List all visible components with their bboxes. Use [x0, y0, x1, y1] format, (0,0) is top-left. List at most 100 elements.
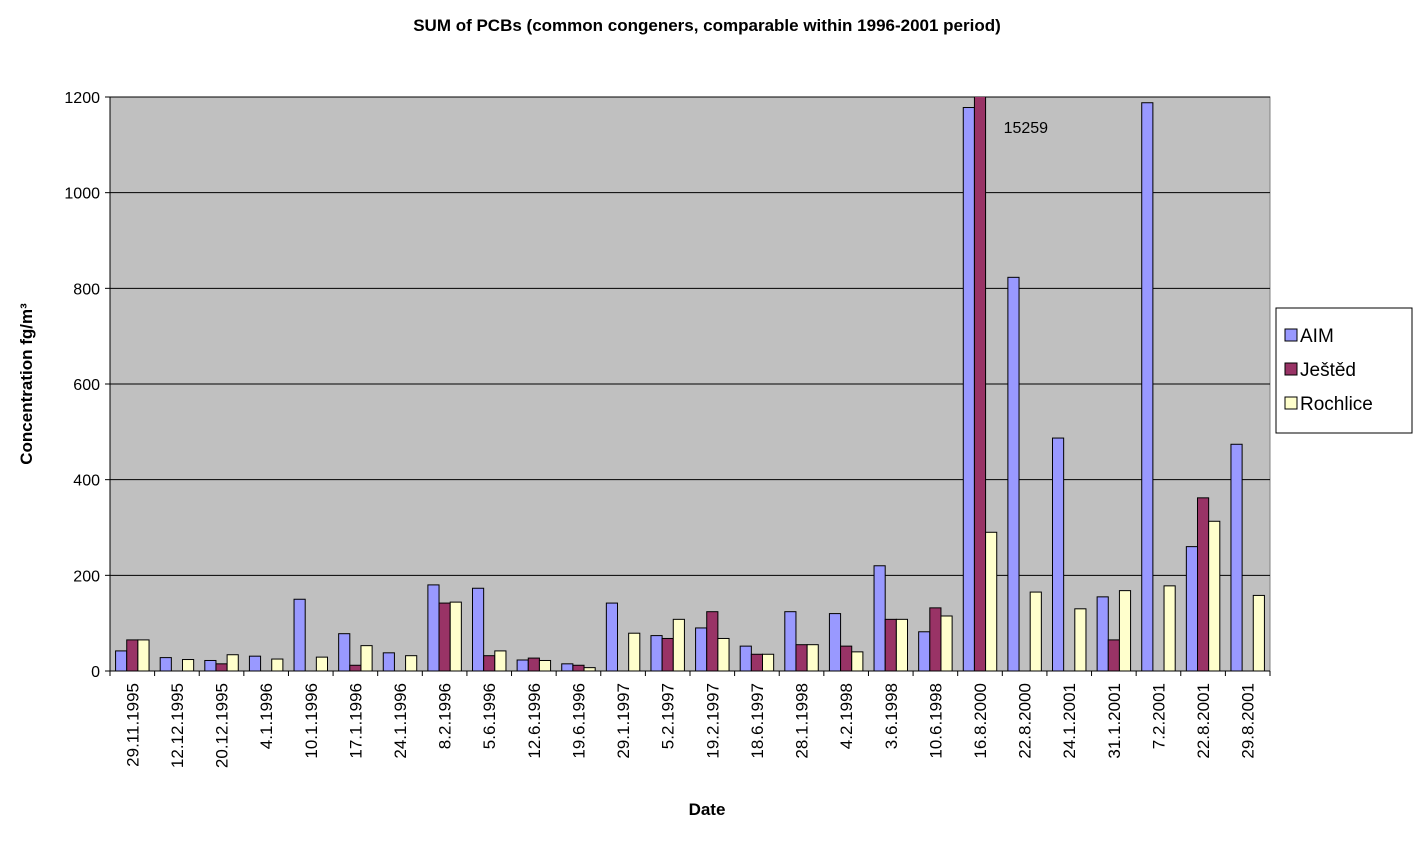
x-tick-label: 22.8.2000	[1016, 683, 1035, 759]
bar	[527, 657, 540, 671]
bar	[1185, 546, 1199, 671]
bar	[628, 632, 641, 671]
x-tick-label: 17.1.1996	[346, 683, 365, 759]
bar	[828, 613, 842, 671]
bar	[1096, 596, 1109, 671]
bar	[650, 635, 663, 671]
x-tick-label: 29.1.1997	[614, 683, 633, 759]
bar	[315, 656, 329, 671]
bar	[483, 655, 496, 671]
bar	[795, 644, 808, 671]
bar	[962, 107, 975, 671]
data-label: 15259	[1004, 120, 1049, 137]
bar	[349, 664, 362, 671]
y-tick-label: 200	[73, 568, 100, 585]
bar	[1141, 102, 1154, 671]
bar	[572, 664, 585, 671]
bar	[739, 645, 752, 671]
bar	[1118, 590, 1132, 671]
bar	[1007, 276, 1020, 671]
legend-swatch	[1284, 396, 1298, 410]
y-tick-label: 800	[73, 281, 100, 298]
legend-label: AIM	[1300, 326, 1334, 347]
bars	[115, 97, 1265, 671]
bar	[516, 659, 529, 671]
x-tick-label: 29.8.2001	[1239, 683, 1258, 759]
x-tick-label: 3.6.1998	[882, 683, 901, 749]
bar	[115, 650, 128, 671]
bar	[605, 602, 618, 671]
y-tick-label: 0	[91, 664, 100, 681]
bar	[1107, 639, 1120, 671]
bar	[873, 565, 886, 671]
bar	[1252, 594, 1265, 671]
x-tick-label: 29.11.1995	[123, 683, 142, 767]
bar	[215, 663, 228, 671]
legend: AIM Ještěd Rochlice	[1275, 307, 1413, 434]
legend-swatch	[1284, 362, 1298, 376]
x-tick-label: 22.8.2001	[1194, 683, 1213, 759]
bar	[538, 659, 552, 671]
bar	[717, 637, 730, 671]
x-tick-label: 12.6.1996	[525, 683, 544, 759]
y-tick-label: 400	[73, 473, 100, 490]
bar	[851, 651, 864, 671]
y-axis-label: Concentration fg/m³	[17, 303, 36, 465]
y-tick-label: 600	[73, 377, 100, 394]
bar	[159, 657, 172, 671]
bar	[895, 618, 908, 671]
legend-swatch	[1284, 328, 1298, 342]
x-tick-label: 10.6.1998	[926, 683, 945, 759]
bar	[750, 653, 763, 671]
legend-label: Ještěd	[1300, 360, 1356, 381]
bar	[226, 654, 239, 671]
bar	[338, 633, 351, 671]
bar	[672, 618, 685, 671]
bar	[840, 645, 853, 671]
y-tick-label: 1000	[64, 186, 100, 203]
bar	[248, 655, 262, 671]
bar	[1197, 497, 1210, 671]
bar	[940, 615, 953, 671]
x-tick-label: 5.6.1996	[480, 683, 499, 749]
bar	[784, 611, 797, 671]
x-tick-label: 24.1.2001	[1060, 683, 1079, 759]
bar	[695, 627, 708, 671]
x-tick-label: 12.12.1995	[168, 683, 187, 768]
x-tick-label: 19.2.1997	[703, 683, 722, 759]
x-tick-label: 31.1.2001	[1105, 683, 1124, 759]
bar	[405, 655, 418, 671]
y-tick-label: 1200	[64, 90, 100, 107]
bar	[1163, 585, 1176, 671]
x-tick-label: 5.2.1997	[659, 683, 678, 749]
chart-title: SUM of PCBs (common congeners, comparabl…	[413, 16, 1001, 35]
x-tick-label: 19.6.1996	[569, 683, 588, 759]
bar	[661, 637, 674, 671]
x-tick-label: 7.2.2001	[1149, 683, 1168, 749]
x-tick-label: 16.8.2000	[971, 683, 990, 759]
legend-box	[1275, 307, 1413, 434]
bar	[449, 601, 462, 671]
bar	[427, 584, 440, 671]
bar	[929, 607, 942, 671]
x-tick-label: 8.2.1996	[436, 683, 455, 749]
bar	[706, 611, 719, 671]
bar	[360, 645, 373, 671]
bar	[204, 659, 217, 671]
x-tick-label: 18.6.1997	[748, 683, 767, 759]
bar	[182, 659, 195, 671]
bar	[126, 639, 139, 671]
bar	[1230, 443, 1243, 671]
bar	[1208, 520, 1221, 671]
bar	[137, 639, 150, 671]
bar	[438, 602, 451, 671]
bar	[271, 658, 284, 671]
x-tick-label: 24.1.1996	[391, 683, 410, 759]
bar	[973, 97, 987, 671]
x-tick-label: 4.1.1996	[257, 683, 276, 749]
x-tick-label: 28.1.1998	[793, 683, 812, 759]
bar	[494, 650, 507, 671]
x-tick-label: 10.1.1996	[302, 683, 321, 759]
bar	[884, 618, 897, 671]
